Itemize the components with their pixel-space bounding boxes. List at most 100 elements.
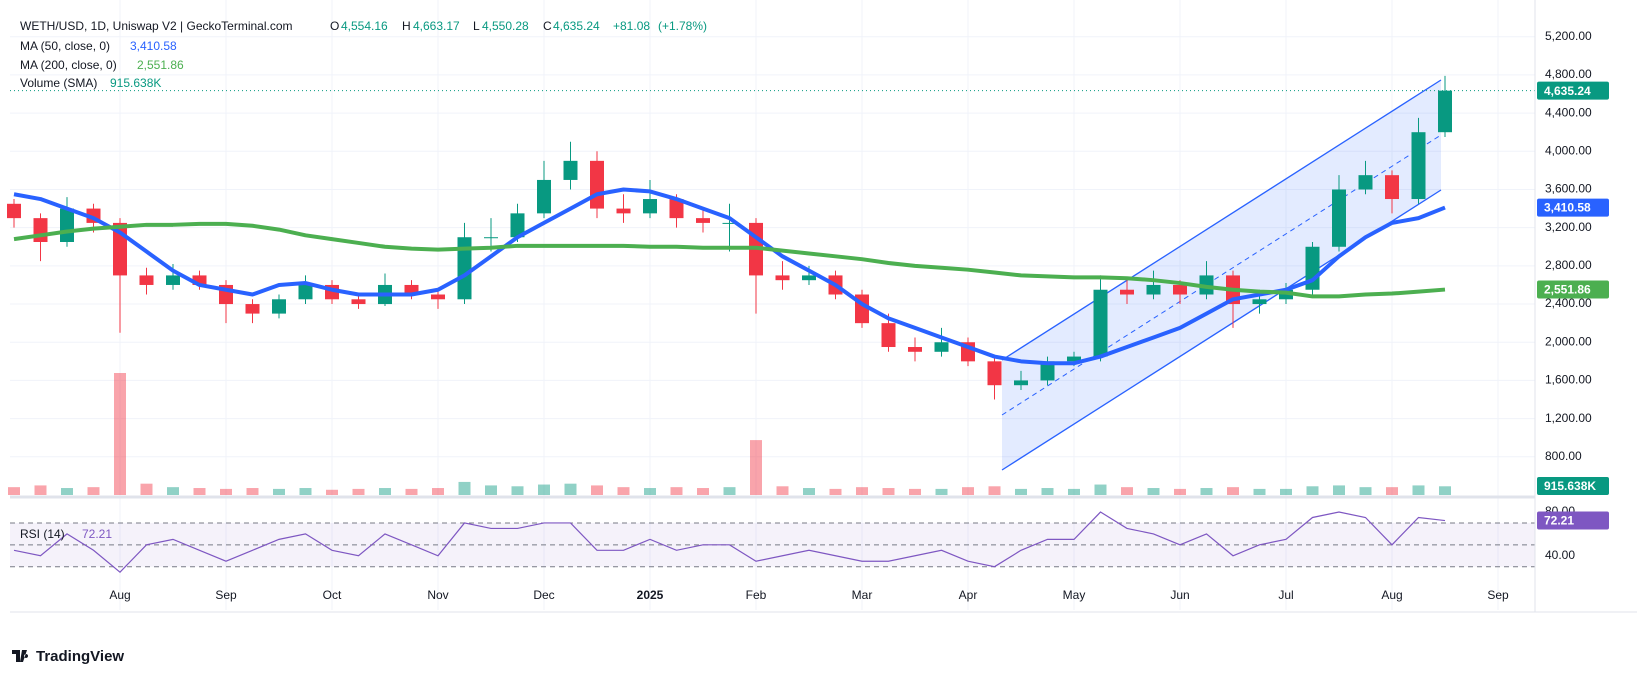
volume-bar (670, 487, 683, 495)
volume-bar (87, 487, 100, 495)
candle-body (431, 294, 445, 300)
low-value: 4,550.28 (482, 19, 529, 33)
volume-bar (538, 484, 550, 495)
candle-body (1438, 90, 1452, 133)
candle-body (7, 203, 21, 219)
candle-body (1358, 175, 1373, 190)
volume-bar (591, 485, 603, 495)
l-key: L (473, 19, 480, 33)
ma-line (13, 187, 1446, 366)
volume-bar (909, 488, 921, 495)
candle-body (987, 361, 1002, 386)
channel-upper (1001, 79, 1442, 361)
x-tick-label: Mar (852, 588, 873, 602)
candle-body (60, 208, 74, 242)
x-tick-label: 2025 (637, 588, 664, 602)
volume-bar (1280, 488, 1292, 495)
change-pct: (+1.78%) (658, 19, 707, 33)
volume-bar (1412, 485, 1425, 495)
candle-body (192, 275, 207, 285)
volume-bar (1041, 488, 1054, 495)
candle-body (1067, 356, 1081, 362)
h-key: H (402, 19, 411, 33)
volume-bar (34, 485, 47, 495)
ma50-value: 3,410.58 (130, 39, 177, 53)
volume-bar (1306, 486, 1319, 495)
close-value: 4,635.24 (553, 19, 600, 33)
high-value: 4,663.17 (413, 19, 460, 33)
volume-bar (246, 488, 259, 495)
volume-bar (962, 487, 974, 495)
candle-body (616, 208, 631, 214)
y-tick-label: 4,400.00 (1545, 105, 1592, 119)
x-tick-label: Sep (1487, 588, 1509, 602)
candle-body (1120, 289, 1134, 295)
candle-body (1040, 361, 1055, 381)
o-key: O (330, 19, 339, 33)
volume-bar (167, 487, 179, 495)
candle-body (1332, 189, 1346, 247)
y-tick-label: 1,200.00 (1545, 411, 1592, 425)
candle-body (590, 160, 604, 209)
volume-bar (61, 488, 73, 495)
volume-bar (8, 487, 20, 495)
rsi-badge: 72.21 (1544, 514, 1574, 528)
candle-body (934, 342, 949, 352)
volume-bar (1253, 488, 1266, 495)
volume-bar (723, 487, 736, 495)
volume-bar (1359, 487, 1372, 495)
volume-name: Volume (SMA) (20, 76, 97, 90)
candle-body (33, 218, 48, 242)
symbol: WETH/USD, 1D, Uniswap V2 | GeckoTerminal… (20, 19, 293, 33)
volume-bar (697, 488, 709, 495)
candle-body (881, 323, 896, 348)
volume-bar (1094, 484, 1107, 495)
candle-body (537, 179, 551, 214)
candle-body (908, 347, 922, 352)
volume-bar (1200, 488, 1213, 495)
volume-bar (1068, 488, 1080, 495)
volume-bar (140, 483, 153, 495)
x-tick-label: Nov (427, 588, 448, 602)
candle-body (484, 237, 498, 239)
x-tick-label: Feb (746, 588, 767, 602)
volume-bar (617, 487, 630, 495)
channel-fill (1002, 80, 1441, 470)
volume-bar (776, 486, 789, 495)
volume-badge-bg (1537, 477, 1609, 495)
candle-body (1093, 289, 1108, 357)
volume-bar (564, 483, 577, 495)
volume-bar (352, 488, 365, 495)
candle-body (351, 299, 366, 305)
volume-bar (1386, 487, 1398, 495)
ma-badge-bg (1537, 280, 1609, 299)
volume-bar (935, 488, 948, 495)
c-key: C (543, 19, 552, 33)
volume-bar (882, 488, 895, 495)
candle-body (563, 160, 578, 180)
last-price-badge: 4,635.24 (1544, 84, 1591, 98)
y-tick-label: 3,200.00 (1545, 220, 1592, 234)
volume-value: 915.638K (110, 76, 161, 90)
candle-body (696, 218, 710, 223)
x-tick-label: May (1063, 588, 1086, 602)
volume-bar (988, 486, 1001, 495)
x-tick-label: Oct (323, 588, 342, 602)
candle-body (139, 275, 154, 285)
volume-bar (856, 487, 868, 495)
x-tick-label: Jul (1278, 588, 1293, 602)
last-price-badge-bg (1537, 81, 1609, 100)
rsi-name: RSI (14) (20, 527, 65, 541)
volume-bar (485, 485, 497, 495)
volume-bar (1174, 488, 1186, 495)
volume-bar (803, 488, 815, 495)
open-value: 4,554.16 (341, 19, 388, 33)
volume-bar (273, 488, 285, 495)
volume-bar (432, 488, 444, 495)
candle-body (1385, 175, 1399, 200)
volume-bar (1015, 488, 1027, 495)
y-tick-label: 2,800.00 (1545, 258, 1592, 272)
legend: WETH/USD, 1D, Uniswap V2 | GeckoTerminal… (20, 19, 707, 541)
y-tick-label: 2,000.00 (1545, 334, 1592, 348)
